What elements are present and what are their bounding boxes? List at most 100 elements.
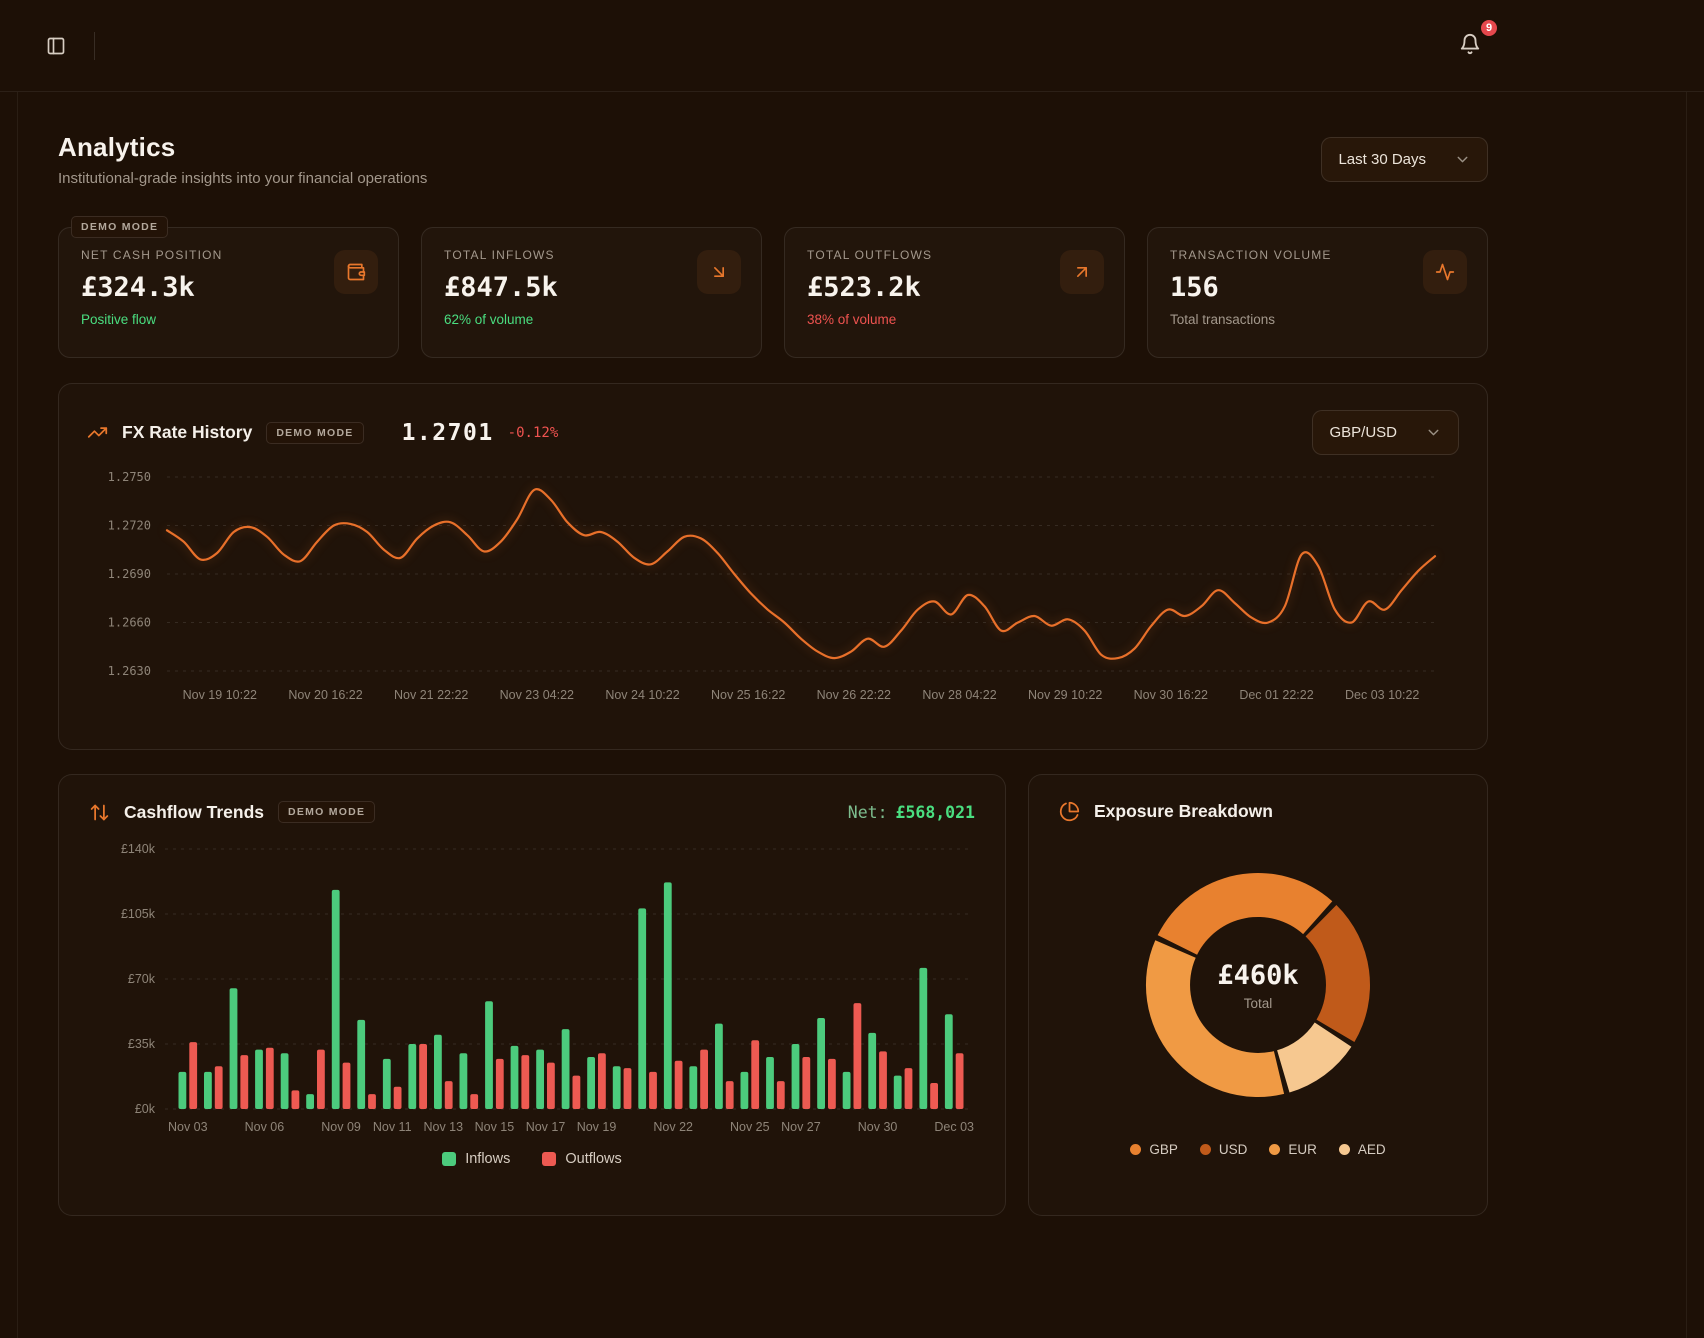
stat-label: TRANSACTION VOLUME	[1170, 248, 1332, 262]
stat-card-net-cash-position: DEMO MODE NET CASH POSITION £324.3k Posi…	[58, 216, 399, 358]
notification-count-badge: 9	[1479, 18, 1499, 38]
legend-item-usd: USD	[1199, 1142, 1248, 1157]
fx-card-header: FX Rate History DEMO MODE 1.2701 -0.12% …	[87, 410, 1459, 455]
chevron-down-icon	[1425, 424, 1442, 441]
svg-text:Nov 19: Nov 19	[577, 1120, 617, 1134]
svg-text:1.2750: 1.2750	[108, 470, 151, 484]
svg-text:1.2630: 1.2630	[108, 664, 151, 678]
trending-up-icon	[87, 422, 108, 443]
exposure-donut-wrap: £460k Total	[1133, 860, 1383, 1110]
sidebar-toggle-button[interactable]	[38, 28, 74, 64]
chevron-down-icon	[1454, 151, 1471, 168]
cashflow-card-title: Cashflow Trends	[124, 801, 265, 822]
stat-label: TOTAL OUTFLOWS	[807, 248, 933, 262]
svg-text:Nov 09: Nov 09	[321, 1120, 361, 1134]
page-title: Analytics	[58, 132, 176, 162]
svg-text:Nov 17: Nov 17	[526, 1120, 566, 1134]
svg-text:£70k: £70k	[128, 972, 156, 986]
net-total: Net: £568,021	[848, 803, 975, 822]
eur-dot	[1269, 1144, 1281, 1155]
arrow-down-right-icon	[697, 250, 741, 294]
notifications-button[interactable]: 9	[1452, 18, 1499, 62]
exposure-donut-chart[interactable]	[1133, 860, 1383, 1110]
legend-label: EUR	[1288, 1142, 1317, 1157]
cashflow-trends-card: Cashflow Trends DEMO MODE Net: £568,021 £…	[58, 774, 1006, 1216]
stat-value: £324.3k	[81, 272, 195, 303]
stat-card-transaction-volume: TRANSACTION VOLUME 156 Total transaction…	[1147, 227, 1488, 358]
cashflow-card-header: Cashflow Trends DEMO MODE Net: £568,021	[89, 801, 975, 823]
fx-line-chart[interactable]: 1.2750 1.2720 1.2690 1.2660 1.2630 Nov 19 10:…	[87, 467, 1461, 707]
cashflow-legend: Inflows Outflows	[89, 1151, 975, 1167]
arrow-up-right-icon	[1060, 250, 1104, 294]
svg-text:Nov 23 04:22: Nov 23 04:22	[500, 688, 574, 702]
legend-item-aed: AED	[1338, 1142, 1386, 1157]
inflows-swatch	[442, 1152, 457, 1166]
currency-pair-select[interactable]: GBP/USD	[1312, 410, 1459, 455]
stat-value: £523.2k	[807, 272, 921, 303]
fx-rate-change: -0.12%	[507, 424, 559, 441]
bottom-row: Cashflow Trends DEMO MODE Net: £568,021 £…	[58, 774, 1488, 1216]
stat-value: £847.5k	[444, 272, 558, 303]
pie-chart-icon	[1059, 801, 1080, 822]
legend-label: Inflows	[465, 1151, 511, 1167]
svg-text:Nov 25: Nov 25	[730, 1120, 770, 1134]
usd-dot	[1199, 1144, 1211, 1155]
svg-text:Nov 30 16:22: Nov 30 16:22	[1134, 688, 1208, 702]
demo-mode-badge: DEMO MODE	[71, 216, 169, 238]
stat-value: 156	[1170, 272, 1219, 303]
cashflow-bar-chart[interactable]: £0k £35k £70k £105k £140k Nov 03 Nov 06 Nov 09 N…	[89, 835, 977, 1141]
stat-subtext: 38% of volume	[807, 312, 897, 327]
svg-text:£0k: £0k	[135, 1102, 156, 1116]
svg-text:Nov 21 22:22: Nov 21 22:22	[394, 688, 468, 702]
activity-icon	[1423, 250, 1467, 294]
page-header: Analytics Institutional-grade insights i…	[58, 132, 1488, 187]
legend-item-gbp: GBP	[1130, 1142, 1178, 1157]
svg-text:Nov 13: Nov 13	[423, 1120, 463, 1134]
net-value: £568,021	[895, 802, 975, 822]
svg-text:Nov 15: Nov 15	[475, 1120, 515, 1134]
svg-text:£35k: £35k	[128, 1037, 156, 1051]
svg-text:1.2690: 1.2690	[108, 567, 151, 581]
exposure-card-title: Exposure Breakdown	[1094, 801, 1273, 821]
currency-pair-value: GBP/USD	[1329, 424, 1397, 441]
legend-label: GBP	[1149, 1142, 1178, 1157]
svg-text:Nov 24 10:22: Nov 24 10:22	[605, 688, 679, 702]
demo-mode-badge: DEMO MODE	[278, 801, 376, 823]
exposure-breakdown-card: Exposure Breakdown £460k Total GBP	[1028, 774, 1488, 1216]
svg-text:Dec 03 10:22: Dec 03 10:22	[1345, 688, 1419, 702]
date-range-select[interactable]: Last 30 Days	[1321, 137, 1488, 182]
svg-text:Nov 29 10:22: Nov 29 10:22	[1028, 688, 1102, 702]
demo-mode-badge: DEMO MODE	[266, 421, 364, 444]
legend-item-eur: EUR	[1269, 1142, 1317, 1157]
fx-rate-history-card: FX Rate History DEMO MODE 1.2701 -0.12% …	[58, 383, 1488, 750]
svg-text:Nov 19 10:22: Nov 19 10:22	[183, 688, 257, 702]
exposure-legend: GBP USD EUR AED	[1059, 1142, 1457, 1157]
outflows-swatch	[542, 1152, 557, 1166]
svg-text:1.2720: 1.2720	[108, 519, 151, 533]
legend-label: USD	[1218, 1142, 1248, 1157]
stat-subtext: Positive flow	[81, 312, 157, 327]
stat-cards-row: DEMO MODE NET CASH POSITION £324.3k Posi…	[58, 216, 1488, 358]
fx-card-title: FX Rate History	[122, 422, 253, 442]
date-range-value: Last 30 Days	[1338, 151, 1426, 168]
bell-icon	[1459, 33, 1481, 55]
legend-item-inflows: Inflows	[442, 1151, 510, 1167]
svg-text:Dec 03: Dec 03	[934, 1120, 974, 1134]
stat-card-total-inflows: TOTAL INFLOWS £847.5k 62% of volume	[421, 227, 762, 358]
topbar: 9	[0, 0, 1704, 92]
legend-item-outflows: Outflows	[542, 1151, 622, 1167]
stat-subtext: Total transactions	[1170, 312, 1276, 327]
exposure-card-header: Exposure Breakdown	[1059, 801, 1457, 822]
page-subtitle: Institutional-grade insights into your f…	[58, 170, 428, 187]
fx-rate-value: 1.2701	[401, 419, 494, 446]
svg-text:Nov 25 16:22: Nov 25 16:22	[711, 688, 785, 702]
svg-text:1.2660: 1.2660	[108, 616, 151, 630]
stat-card-total-outflows: TOTAL OUTFLOWS £523.2k 38% of volume	[784, 227, 1125, 358]
stat-subtext: 62% of volume	[444, 312, 534, 327]
svg-text:Nov 22: Nov 22	[653, 1120, 693, 1134]
svg-text:Nov 30: Nov 30	[858, 1120, 898, 1134]
legend-label: Outflows	[565, 1151, 622, 1167]
svg-text:Nov 20 16:22: Nov 20 16:22	[288, 688, 362, 702]
svg-text:Nov 26 22:22: Nov 26 22:22	[817, 688, 891, 702]
gbp-dot	[1130, 1144, 1142, 1155]
